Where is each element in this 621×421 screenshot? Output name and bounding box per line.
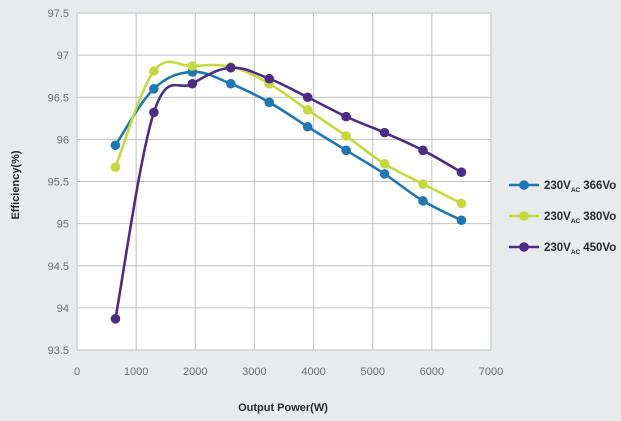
y-tick-label: 94 <box>57 303 69 315</box>
legend-label: 230VAC 450Vo <box>544 242 616 256</box>
data-point-450Vo <box>225 62 236 73</box>
legend-output-voltage: 450Vo <box>583 242 616 254</box>
legend-output-voltage: 380Vo <box>583 211 616 223</box>
data-point-450Vo <box>110 314 121 324</box>
y-axis-title: Efficiency(%) <box>10 150 22 219</box>
data-point-380Vo <box>302 105 313 115</box>
legend-swatch-marker <box>519 180 529 190</box>
legend-voltage: 230V <box>544 242 571 254</box>
x-tick-label: 3000 <box>242 366 266 378</box>
y-tick-label: 97.5 <box>48 8 69 20</box>
data-point-450Vo <box>187 78 198 89</box>
y-tick-label: 95 <box>57 219 69 231</box>
data-point-366Vo <box>225 78 236 89</box>
legend-output-voltage: 366Vo <box>583 180 616 192</box>
data-point-380Vo <box>418 179 428 189</box>
x-tick-label: 7000 <box>479 366 503 378</box>
data-point-366Vo <box>264 97 275 108</box>
legend-ac-subscript: AC <box>571 249 581 256</box>
series-layer <box>110 60 467 324</box>
y-tick-label: 93.5 <box>48 345 69 357</box>
x-axis-title: Output Power(W) <box>238 402 328 414</box>
data-point-380Vo <box>456 198 467 209</box>
legend-label: 230VAC 380Vo <box>544 211 616 225</box>
y-tick-label: 95.5 <box>48 177 69 189</box>
x-tick-label: 2000 <box>183 366 207 378</box>
legend-ac-subscript: AC <box>571 218 581 225</box>
x-tick-label: 6000 <box>420 366 444 378</box>
data-point-450Vo <box>302 92 313 103</box>
data-point-380Vo <box>341 131 351 141</box>
y-tick-label: 96 <box>57 134 69 146</box>
legend-voltage: 230V <box>544 180 571 192</box>
data-point-450Vo <box>341 111 351 122</box>
data-point-366Vo <box>110 140 121 151</box>
x-tick-label: 1000 <box>124 366 148 378</box>
legend-ac-subscript: AC <box>571 187 581 194</box>
x-tick-label: 5000 <box>360 366 384 378</box>
data-point-380Vo <box>110 162 121 172</box>
legend-voltage: 230V <box>544 211 571 223</box>
data-point-366Vo <box>341 145 351 156</box>
data-point-450Vo <box>456 167 467 178</box>
y-tick-label: 96.5 <box>48 92 69 104</box>
data-point-366Vo <box>302 121 313 132</box>
data-point-450Vo <box>264 73 275 84</box>
legend-swatch-marker <box>519 242 529 252</box>
series-line-380Vo <box>114 60 463 205</box>
data-point-366Vo <box>418 196 428 206</box>
x-tick-label: 0 <box>74 366 80 378</box>
y-tick-label: 97 <box>57 50 69 62</box>
data-point-450Vo <box>418 145 428 156</box>
y-tick-label: 94.5 <box>48 261 69 273</box>
data-point-450Vo <box>149 107 159 118</box>
data-point-380Vo <box>379 159 390 169</box>
x-tick-label: 4000 <box>301 366 325 378</box>
data-point-366Vo <box>456 215 467 226</box>
tick-labels: 93.5 94 94.5 95 95.5 96 96.5 97 97.5 0 1000 2000 300… <box>48 8 504 378</box>
data-point-380Vo <box>149 66 159 76</box>
legend-label: 230VAC 366Vo <box>544 180 616 194</box>
legend-swatch-marker <box>519 211 529 221</box>
data-point-380Vo <box>187 61 198 71</box>
data-point-366Vo <box>149 84 159 94</box>
series-line-366Vo <box>114 70 463 222</box>
data-point-366Vo <box>379 169 390 179</box>
data-point-450Vo <box>379 127 390 138</box>
